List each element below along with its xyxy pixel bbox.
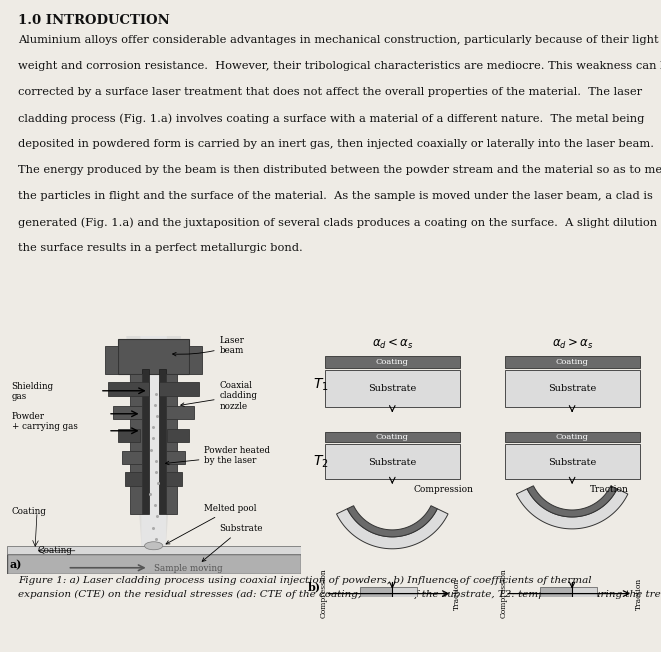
Bar xyxy=(166,451,185,464)
Text: Shielding
gas: Shielding gas xyxy=(12,382,54,401)
Text: Traction: Traction xyxy=(635,578,643,610)
Bar xyxy=(540,587,572,599)
Text: $T_1$: $T_1$ xyxy=(313,376,329,393)
Bar xyxy=(505,356,640,368)
Text: Sample moving: Sample moving xyxy=(153,564,222,573)
Bar xyxy=(572,587,597,599)
Text: Compression: Compression xyxy=(413,485,473,494)
Bar xyxy=(166,374,177,514)
Bar xyxy=(141,369,149,514)
Text: Melted pool: Melted pool xyxy=(166,504,257,544)
Polygon shape xyxy=(347,506,438,537)
Text: Substrate: Substrate xyxy=(548,458,596,467)
Text: Coating: Coating xyxy=(556,358,588,366)
Text: generated (Fig. 1.a) and the juxtaposition of several clads produces a coating o: generated (Fig. 1.a) and the juxtapositi… xyxy=(18,217,661,228)
Bar xyxy=(167,429,189,442)
Text: Powder
+ carrying gas: Powder + carrying gas xyxy=(12,412,77,431)
Text: corrected by a surface laser treatment that does not affect the overall properti: corrected by a surface laser treatment t… xyxy=(18,87,642,97)
Bar xyxy=(108,382,149,396)
Text: the surface results in a perfect metallurgic bond.: the surface results in a perfect metallu… xyxy=(18,243,303,253)
Text: Figure 1: a) Laser cladding process using coaxial injection of powders, b) Influ: Figure 1: a) Laser cladding process usin… xyxy=(18,576,592,585)
Text: Traction: Traction xyxy=(590,485,629,494)
Text: Substrate: Substrate xyxy=(368,458,416,467)
Text: Coaxial
cladding
nozzle: Coaxial cladding nozzle xyxy=(180,381,258,411)
Bar xyxy=(7,554,301,574)
Bar xyxy=(325,370,460,408)
Bar xyxy=(505,444,640,479)
Text: the particles in flight and the surface of the material.  As the sample is moved: the particles in flight and the surface … xyxy=(18,191,653,201)
Text: Laser
beam: Laser beam xyxy=(173,336,245,356)
Bar xyxy=(105,346,118,374)
Text: Substrate: Substrate xyxy=(202,524,263,561)
Bar xyxy=(325,444,460,479)
Text: Coating: Coating xyxy=(376,434,408,441)
Text: b): b) xyxy=(307,582,321,593)
Text: Coating: Coating xyxy=(556,434,588,441)
Bar xyxy=(325,432,460,442)
Bar xyxy=(159,369,166,514)
Text: Coating: Coating xyxy=(376,358,408,366)
Text: Coating: Coating xyxy=(12,507,46,516)
Bar xyxy=(126,472,141,486)
Bar xyxy=(118,339,189,374)
Text: a): a) xyxy=(10,559,22,570)
Bar xyxy=(7,546,301,554)
Text: Substrate: Substrate xyxy=(368,384,416,393)
Text: Aluminium alloys offer considerable advantages in mechanical construction, parti: Aluminium alloys offer considerable adva… xyxy=(18,35,658,45)
Bar xyxy=(325,356,460,368)
Polygon shape xyxy=(527,486,617,517)
Text: 1.0 INTRODUCTION: 1.0 INTRODUCTION xyxy=(18,14,170,27)
Bar xyxy=(392,587,417,599)
Bar xyxy=(505,370,640,408)
Text: $T_2$: $T_2$ xyxy=(313,454,329,470)
Text: Compression: Compression xyxy=(319,569,327,619)
Text: cladding process (Fig. 1.a) involves coating a surface with a material of a diff: cladding process (Fig. 1.a) involves coa… xyxy=(18,113,644,124)
Bar xyxy=(360,587,392,599)
Text: Compression: Compression xyxy=(499,569,507,619)
Text: weight and corrosion resistance.  However, their tribological characteristics ar: weight and corrosion resistance. However… xyxy=(18,61,661,71)
Text: expansion (CTE) on the residual stresses (ad: CTE of the coating, as: CTE of the: expansion (CTE) on the residual stresses… xyxy=(18,590,661,599)
Bar xyxy=(130,374,141,514)
Bar xyxy=(159,382,200,396)
Bar xyxy=(166,472,182,486)
Bar xyxy=(113,406,141,419)
Text: $\alpha_d < \alpha_s$: $\alpha_d < \alpha_s$ xyxy=(373,337,414,351)
Ellipse shape xyxy=(145,542,163,550)
Polygon shape xyxy=(126,336,181,546)
Text: $\alpha_d > \alpha_s$: $\alpha_d > \alpha_s$ xyxy=(553,337,594,351)
Bar xyxy=(189,346,202,374)
Polygon shape xyxy=(336,509,448,549)
Bar xyxy=(505,432,640,442)
Text: Traction: Traction xyxy=(453,578,461,610)
Text: Coating: Coating xyxy=(37,546,72,556)
Polygon shape xyxy=(141,336,167,546)
Text: The energy produced by the beam is then distributed between the powder stream an: The energy produced by the beam is then … xyxy=(18,165,661,175)
Bar xyxy=(118,429,141,442)
Polygon shape xyxy=(516,489,628,529)
Text: Substrate: Substrate xyxy=(548,384,596,393)
Text: deposited in powdered form is carried by an inert gas, then injected coaxially o: deposited in powdered form is carried by… xyxy=(18,139,654,149)
Text: Powder heated
by the laser: Powder heated by the laser xyxy=(165,446,270,466)
Bar xyxy=(122,451,141,464)
Bar xyxy=(166,406,194,419)
